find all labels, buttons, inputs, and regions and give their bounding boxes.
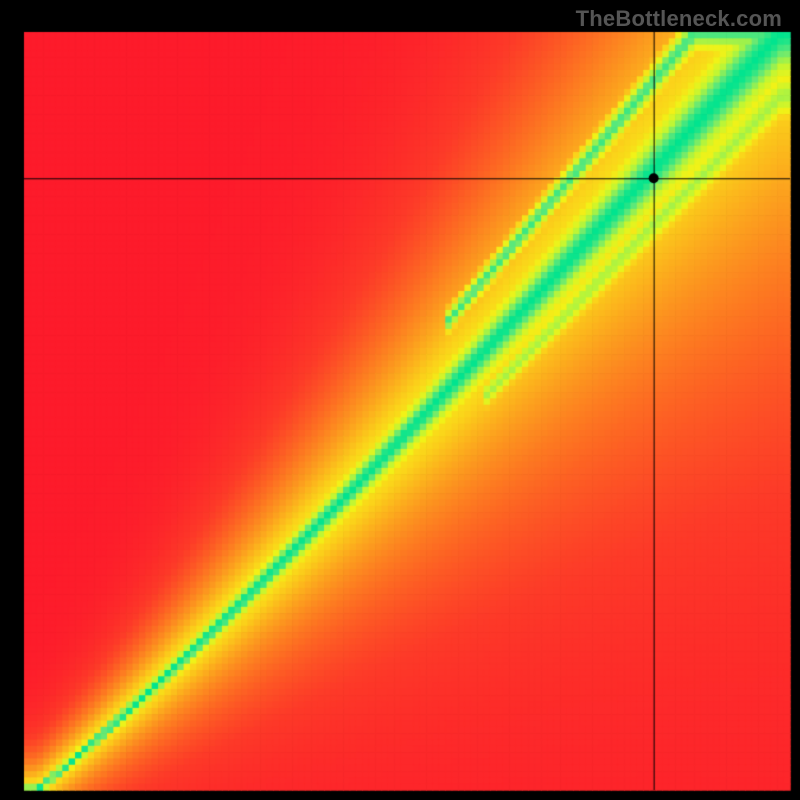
- watermark-text: TheBottleneck.com: [576, 6, 782, 32]
- bottleneck-heatmap: [0, 0, 800, 800]
